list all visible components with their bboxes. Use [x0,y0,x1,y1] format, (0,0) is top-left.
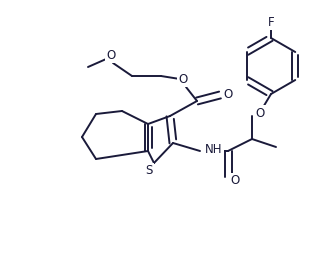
Text: O: O [230,175,240,188]
Text: O: O [223,88,233,100]
Text: S: S [145,164,153,177]
Text: NH: NH [205,142,222,155]
Text: F: F [268,16,274,28]
Text: O: O [178,73,187,85]
Text: O: O [107,48,116,61]
Text: O: O [255,106,265,119]
